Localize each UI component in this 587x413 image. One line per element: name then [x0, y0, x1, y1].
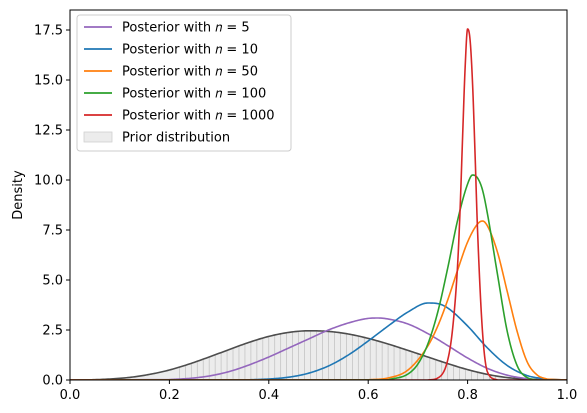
legend: Posterior with 𝑛 = 5 Posterior with 𝑛 = 1…	[76, 14, 292, 152]
y-tick-label: 2.5	[42, 324, 63, 339]
y-tick-label: 0.0	[42, 374, 63, 389]
y-axis-label: Density	[11, 170, 26, 220]
legend-entry: Posterior with 𝑛 = 100	[122, 87, 266, 102]
x-axis: 0.0 0.2 0.4 0.6 0.8 1.0	[60, 380, 578, 403]
x-tick-label: 0.6	[358, 388, 379, 403]
prior-distribution-layer	[70, 330, 567, 380]
y-axis: 0.0 2.5 5.0 7.5 10.0 12.5 15.0 17.5	[34, 24, 70, 389]
legend-entry: Posterior with 𝑛 = 10	[122, 43, 258, 58]
legend-swatch-prior	[83, 131, 113, 143]
prior-distribution-line	[70, 330, 567, 380]
y-tick-label: 5.0	[42, 274, 63, 289]
x-tick-label: 0.2	[159, 388, 180, 403]
y-tick-label: 7.5	[42, 224, 63, 239]
x-tick-label: 1.0	[557, 388, 578, 403]
y-tick-label: 15.0	[34, 74, 63, 89]
legend-entry-prior: Prior distribution	[122, 131, 230, 146]
legend-entry: Posterior with 𝑛 = 50	[122, 65, 258, 80]
y-tick-label: 17.5	[34, 24, 63, 39]
series-line-1	[70, 317, 567, 380]
series-line-5	[70, 28, 567, 380]
legend-entry: Posterior with 𝑛 = 5	[122, 21, 250, 36]
series-line-2	[70, 302, 567, 380]
x-tick-label: 0.0	[60, 388, 81, 403]
prior-distribution-area	[70, 330, 567, 380]
posterior-series-layer	[70, 28, 567, 380]
plot-frame	[69, 9, 568, 381]
legend-entry: Posterior with 𝑛 = 1000	[122, 109, 275, 124]
legend-box	[76, 14, 292, 152]
series-line-4	[70, 174, 567, 380]
x-tick-label: 0.4	[258, 388, 279, 403]
y-tick-label: 12.5	[34, 124, 63, 139]
y-tick-label: 10.0	[34, 174, 63, 189]
x-tick-label: 0.8	[457, 388, 478, 403]
